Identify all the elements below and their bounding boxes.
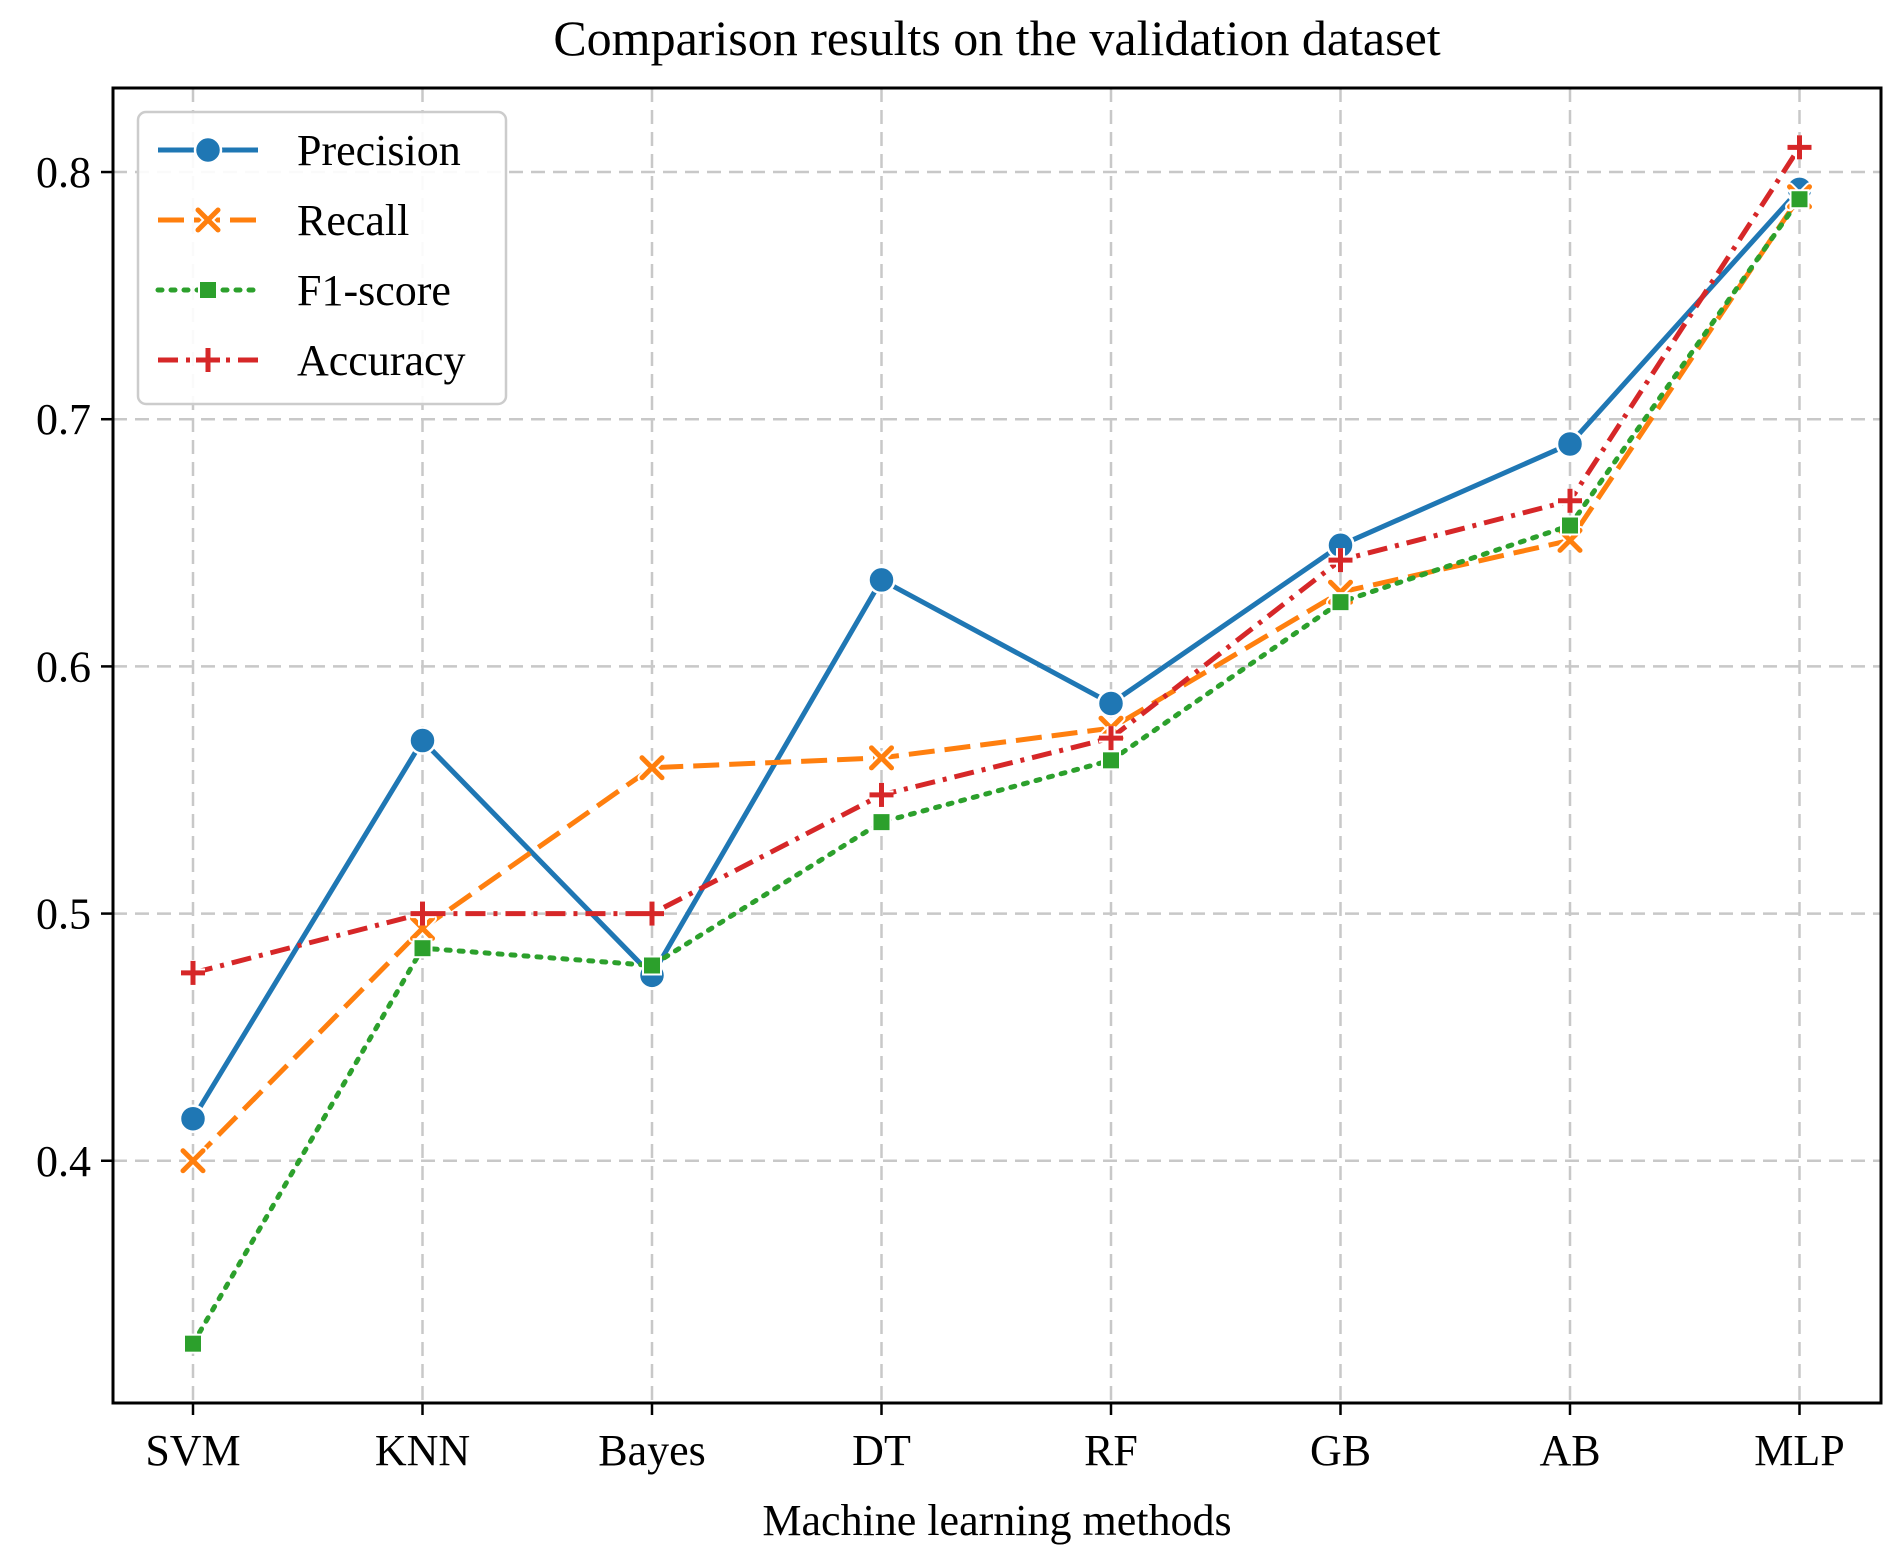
data-point-f1-score — [1330, 592, 1351, 613]
legend-entry-precision: Precision — [158, 126, 461, 175]
chart-title: Comparison results on the validation dat… — [553, 10, 1440, 66]
series-line-recall — [191, 195, 1802, 1163]
data-point-precision — [1096, 689, 1126, 718]
x-axis-label: Machine learning methods — [762, 1496, 1231, 1545]
legend-entry-f1-score: F1-score — [155, 266, 451, 315]
data-point-recall — [408, 913, 437, 943]
data-point-precision — [1555, 429, 1585, 459]
x-tick-label: DT — [852, 1426, 911, 1475]
data-point-precision — [408, 726, 437, 755]
data-point-recall — [178, 1146, 208, 1176]
legend-label: Recall — [297, 196, 409, 245]
x-tick-label: KNN — [375, 1426, 470, 1475]
data-point-accuracy — [1099, 726, 1123, 751]
data-point-accuracy — [1328, 548, 1353, 573]
legend-marker-precision — [193, 135, 223, 165]
data-point-f1-score — [642, 955, 662, 976]
data-point-f1-score — [183, 1333, 203, 1354]
data-point-accuracy — [181, 960, 205, 985]
legend-marker-f1-score — [198, 280, 218, 300]
data-point-recall — [637, 753, 667, 783]
legend-entry-accuracy: Accuracy — [158, 336, 466, 385]
series-line-precision — [190, 187, 1802, 1121]
x-tick-label: RF — [1084, 1426, 1138, 1475]
data-point-accuracy — [869, 782, 894, 807]
series-line-f1-score — [190, 196, 1802, 1347]
x-tick-label: MLP — [1754, 1426, 1844, 1475]
y-tick-label: 0.8 — [36, 148, 91, 197]
x-tick-label: AB — [1539, 1426, 1600, 1475]
series-layer — [178, 135, 1814, 1354]
data-point-recall — [867, 743, 896, 773]
plot-frame — [111, 86, 1883, 1405]
y-tick-label: 0.4 — [36, 1137, 91, 1186]
legend: Precision Recall F1-score Accuracy — [136, 110, 508, 406]
data-point-f1-score — [1789, 189, 1810, 210]
data-point-f1-score — [1560, 515, 1580, 536]
legend-label: Accuracy — [297, 336, 466, 385]
data-point-precision — [178, 1104, 208, 1133]
y-tick-label: 0.6 — [36, 642, 91, 691]
data-point-f1-score — [1101, 750, 1121, 771]
legend-label: F1-score — [297, 266, 451, 315]
data-point-f1-score — [412, 938, 433, 959]
data-point-accuracy — [640, 901, 664, 926]
legend-marker-accuracy — [196, 348, 220, 372]
y-tick-label: 0.7 — [36, 395, 91, 444]
legend-marker-recall — [193, 205, 223, 235]
y-tick-label: 0.5 — [36, 890, 91, 939]
legend-entry-recall: Recall — [158, 196, 409, 245]
legend-box — [136, 110, 508, 406]
data-point-accuracy — [410, 901, 435, 926]
x-tick-label: Bayes — [598, 1426, 706, 1475]
data-point-f1-score — [871, 812, 892, 833]
data-point-accuracy — [1558, 488, 1582, 513]
x-tick-label: GB — [1310, 1426, 1371, 1475]
series-line-accuracy — [192, 145, 1802, 976]
legend-label: Precision — [297, 126, 461, 175]
data-point-precision — [867, 565, 896, 595]
x-tick-label: SVM — [145, 1426, 240, 1475]
series-f1-score — [183, 189, 1810, 1354]
series-accuracy — [181, 135, 1812, 985]
data-point-accuracy — [1787, 135, 1812, 160]
axis-ticks: SVM KNN Bayes DT RF GB AB MLP 0.4 0.5 0.6 0.7 0.8 — [36, 148, 1845, 1475]
